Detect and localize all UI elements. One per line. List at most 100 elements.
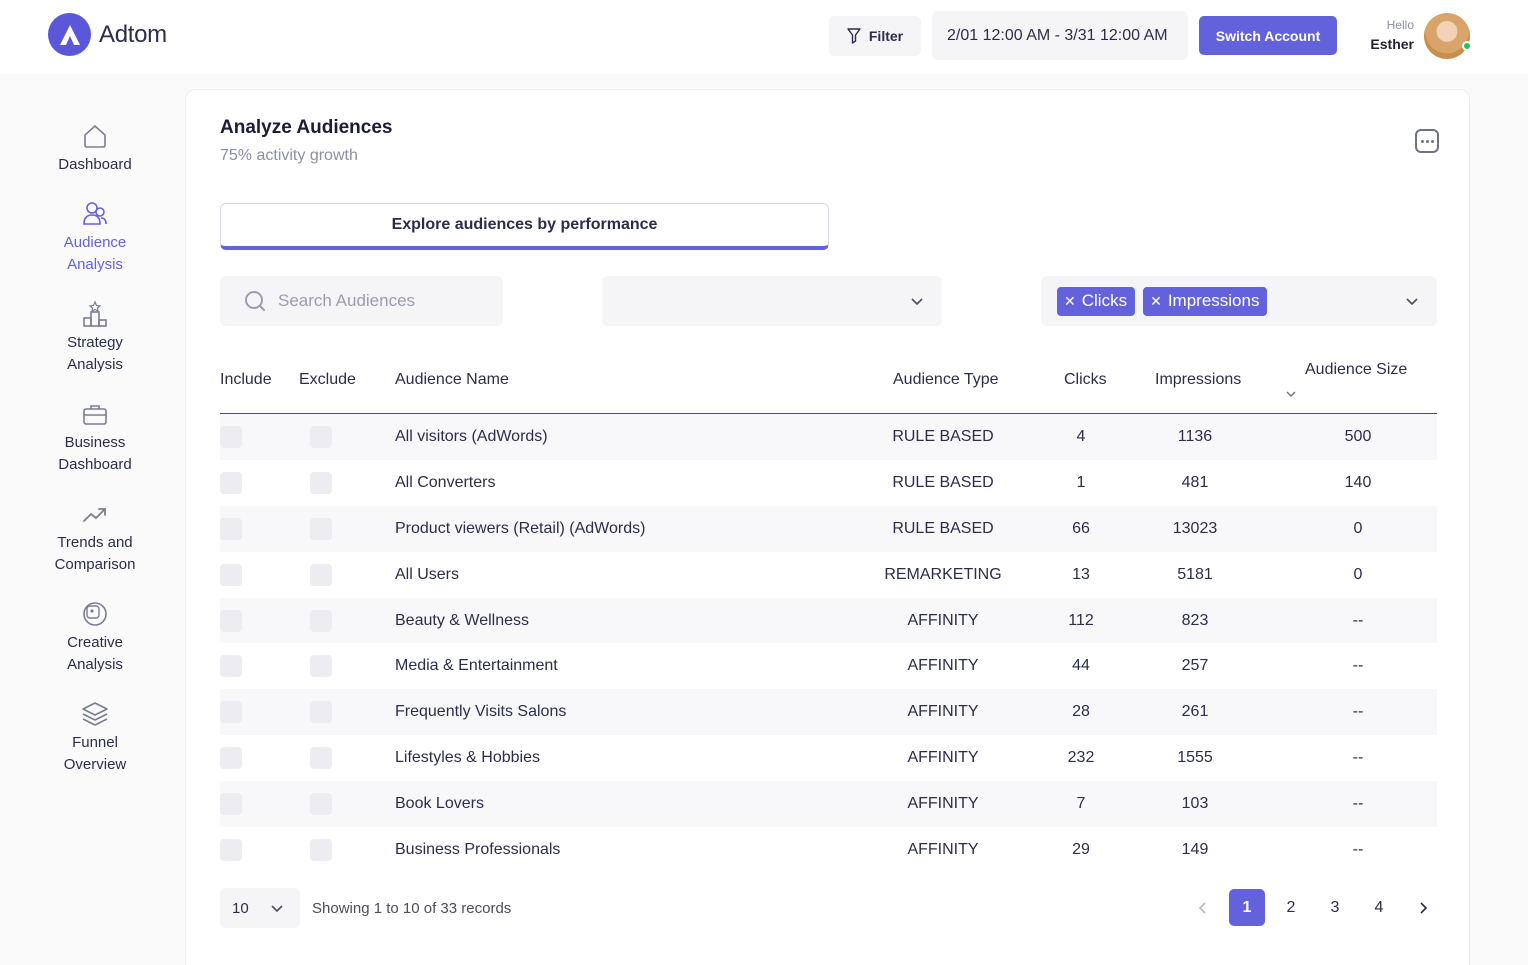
sidebar-item-strategy-analysis[interactable]: Strategy Analysis xyxy=(30,300,160,376)
include-checkbox[interactable] xyxy=(220,747,242,770)
sidebar-item-dashboard[interactable]: Dashboard xyxy=(30,122,160,176)
page-size-select[interactable]: 10 xyxy=(220,888,300,928)
page-button-3[interactable]: 3 xyxy=(1330,898,1340,916)
audience-type-cell: AFFINITY xyxy=(907,657,979,675)
audience-name-cell: All visitors (AdWords) xyxy=(395,428,548,445)
page-button-2[interactable]: 2 xyxy=(1286,898,1296,916)
sidebar-item-label: Dashboard xyxy=(58,156,132,173)
include-checkbox[interactable] xyxy=(220,609,242,632)
filter-button[interactable]: Filter xyxy=(829,16,921,56)
tab-explore-by-performance[interactable]: Explore audiences by performance xyxy=(220,203,829,250)
impressions-cell: 481 xyxy=(1181,473,1209,491)
include-checkbox[interactable] xyxy=(220,471,242,494)
impressions-cell: 13023 xyxy=(1172,519,1218,537)
layers-icon xyxy=(82,702,108,726)
sidebar-item-funnel-overview[interactable]: Funnel Overview xyxy=(30,700,160,776)
avatar[interactable] xyxy=(1424,13,1472,59)
sidebar-item-label: Trends and Comparison xyxy=(54,534,136,573)
audience-name-cell: Book Lovers xyxy=(395,795,484,813)
search-field[interactable] xyxy=(220,276,503,326)
sidebar-item-business-dashboard[interactable]: Business Dashboard xyxy=(30,402,160,476)
column-header-audience-name[interactable]: Audience Name xyxy=(395,371,509,388)
chip-label: Clicks xyxy=(1081,291,1128,310)
metrics-multiselect[interactable]: ✕ Clicks ✕ Impressions xyxy=(1041,276,1437,326)
exclude-checkbox[interactable] xyxy=(310,839,332,862)
column-header-audience-type[interactable]: Audience Type xyxy=(893,371,999,388)
table-body: All visitors (AdWords) RULE BASED 4 1136 500… xyxy=(220,414,1437,873)
audience-type-cell: AFFINITY xyxy=(907,749,979,767)
exclude-checkbox[interactable] xyxy=(310,563,332,586)
include-checkbox[interactable] xyxy=(220,426,242,448)
users-icon xyxy=(83,202,107,225)
audience-type-cell: REMARKETING xyxy=(884,565,1002,583)
include-checkbox[interactable] xyxy=(220,655,242,678)
switch-account-button[interactable]: Switch Account xyxy=(1199,16,1337,55)
audience-name-cell: Beauty & Wellness xyxy=(395,611,529,629)
online-status-icon xyxy=(1462,41,1472,51)
include-checkbox[interactable] xyxy=(220,563,242,586)
chevron-down-icon xyxy=(911,298,923,306)
audience-name-cell: Frequently Visits Salons xyxy=(395,703,567,721)
more-options-button[interactable] xyxy=(1415,129,1439,153)
sidebar-item-label: Creative Analysis xyxy=(67,634,123,673)
exclude-checkbox[interactable] xyxy=(310,793,332,816)
date-range-picker[interactable]: 2/01 12:00 AM - 3/31 12:00 AM xyxy=(932,11,1188,60)
palette-icon xyxy=(83,602,107,626)
impressions-cell: 1555 xyxy=(1177,749,1213,767)
exclude-checkbox[interactable] xyxy=(310,426,332,448)
table-row: Media & Entertainment AFFINITY 44 257 -- xyxy=(220,643,1437,689)
records-info: Showing 1 to 10 of 33 records xyxy=(312,900,512,917)
exclude-checkbox[interactable] xyxy=(310,747,332,770)
dot-icon xyxy=(1425,139,1429,143)
remove-chip-icon[interactable]: ✕ xyxy=(1064,292,1076,309)
exclude-checkbox[interactable] xyxy=(310,517,332,540)
clicks-cell: 7 xyxy=(1076,795,1086,813)
brand-name: Adtom xyxy=(99,20,167,48)
search-input[interactable] xyxy=(278,291,478,311)
sidebar: Dashboard Audience Analysis Strategy Ana… xyxy=(0,74,185,965)
audience-card: Analyze Audiences 75% activity growth Ex… xyxy=(185,89,1470,965)
chip-label: Impressions xyxy=(1167,291,1260,310)
column-header-impressions[interactable]: Impressions xyxy=(1155,371,1242,388)
audience-size-cell: 140 xyxy=(1344,473,1372,491)
page-button-1[interactable]: 1 xyxy=(1229,889,1265,926)
audience-name-cell: Media & Entertainment xyxy=(395,657,558,675)
sidebar-item-label: Funnel Overview xyxy=(63,734,127,773)
prev-page-button[interactable] xyxy=(1185,889,1221,926)
include-checkbox[interactable] xyxy=(220,517,242,540)
include-checkbox[interactable] xyxy=(220,839,242,862)
audience-name-cell: All Converters xyxy=(395,473,496,491)
chevron-down-icon xyxy=(271,905,283,913)
sidebar-item-label: Audience Analysis xyxy=(63,234,127,273)
next-page-button[interactable] xyxy=(1405,889,1441,926)
include-checkbox[interactable] xyxy=(220,701,242,724)
column-header-clicks[interactable]: Clicks xyxy=(1064,371,1107,388)
audience-type-cell: RULE BASED xyxy=(892,519,994,537)
metric-chip-impressions[interactable]: ✕ Impressions xyxy=(1143,286,1268,316)
impressions-cell: 257 xyxy=(1181,657,1209,675)
impressions-cell: 823 xyxy=(1181,611,1209,629)
sidebar-item-trends-and-comparison[interactable]: Trends and Comparison xyxy=(30,502,160,576)
audience-type-cell: AFFINITY xyxy=(907,611,979,629)
sidebar-item-label: Strategy Analysis xyxy=(67,334,123,373)
page-button-4[interactable]: 4 xyxy=(1374,898,1384,916)
exclude-checkbox[interactable] xyxy=(310,471,332,494)
brand-logo[interactable]: Adtom xyxy=(48,13,167,56)
column-header-audience-size[interactable]: Audience Size xyxy=(1305,361,1408,378)
audience-type-select[interactable] xyxy=(602,276,942,326)
audience-size-cell: -- xyxy=(1352,841,1364,859)
audience-name-cell: Product viewers (Retail) (AdWords) xyxy=(395,519,646,537)
exclude-checkbox[interactable] xyxy=(310,701,332,724)
sidebar-item-creative-analysis[interactable]: Creative Analysis xyxy=(30,600,160,676)
exclude-checkbox[interactable] xyxy=(310,609,332,632)
audience-type-cell: RULE BASED xyxy=(892,428,994,445)
audience-size-cell: -- xyxy=(1352,611,1364,629)
clicks-cell: 44 xyxy=(1072,657,1090,675)
include-checkbox[interactable] xyxy=(220,793,242,816)
sidebar-item-audience-analysis[interactable]: Audience Analysis xyxy=(30,200,160,276)
audience-name-cell: All Users xyxy=(395,565,460,583)
exclude-checkbox[interactable] xyxy=(310,655,332,678)
metric-chip-clicks[interactable]: ✕ Clicks xyxy=(1057,286,1136,316)
sort-chevron-icon[interactable] xyxy=(1285,388,1297,400)
remove-chip-icon[interactable]: ✕ xyxy=(1150,292,1162,309)
